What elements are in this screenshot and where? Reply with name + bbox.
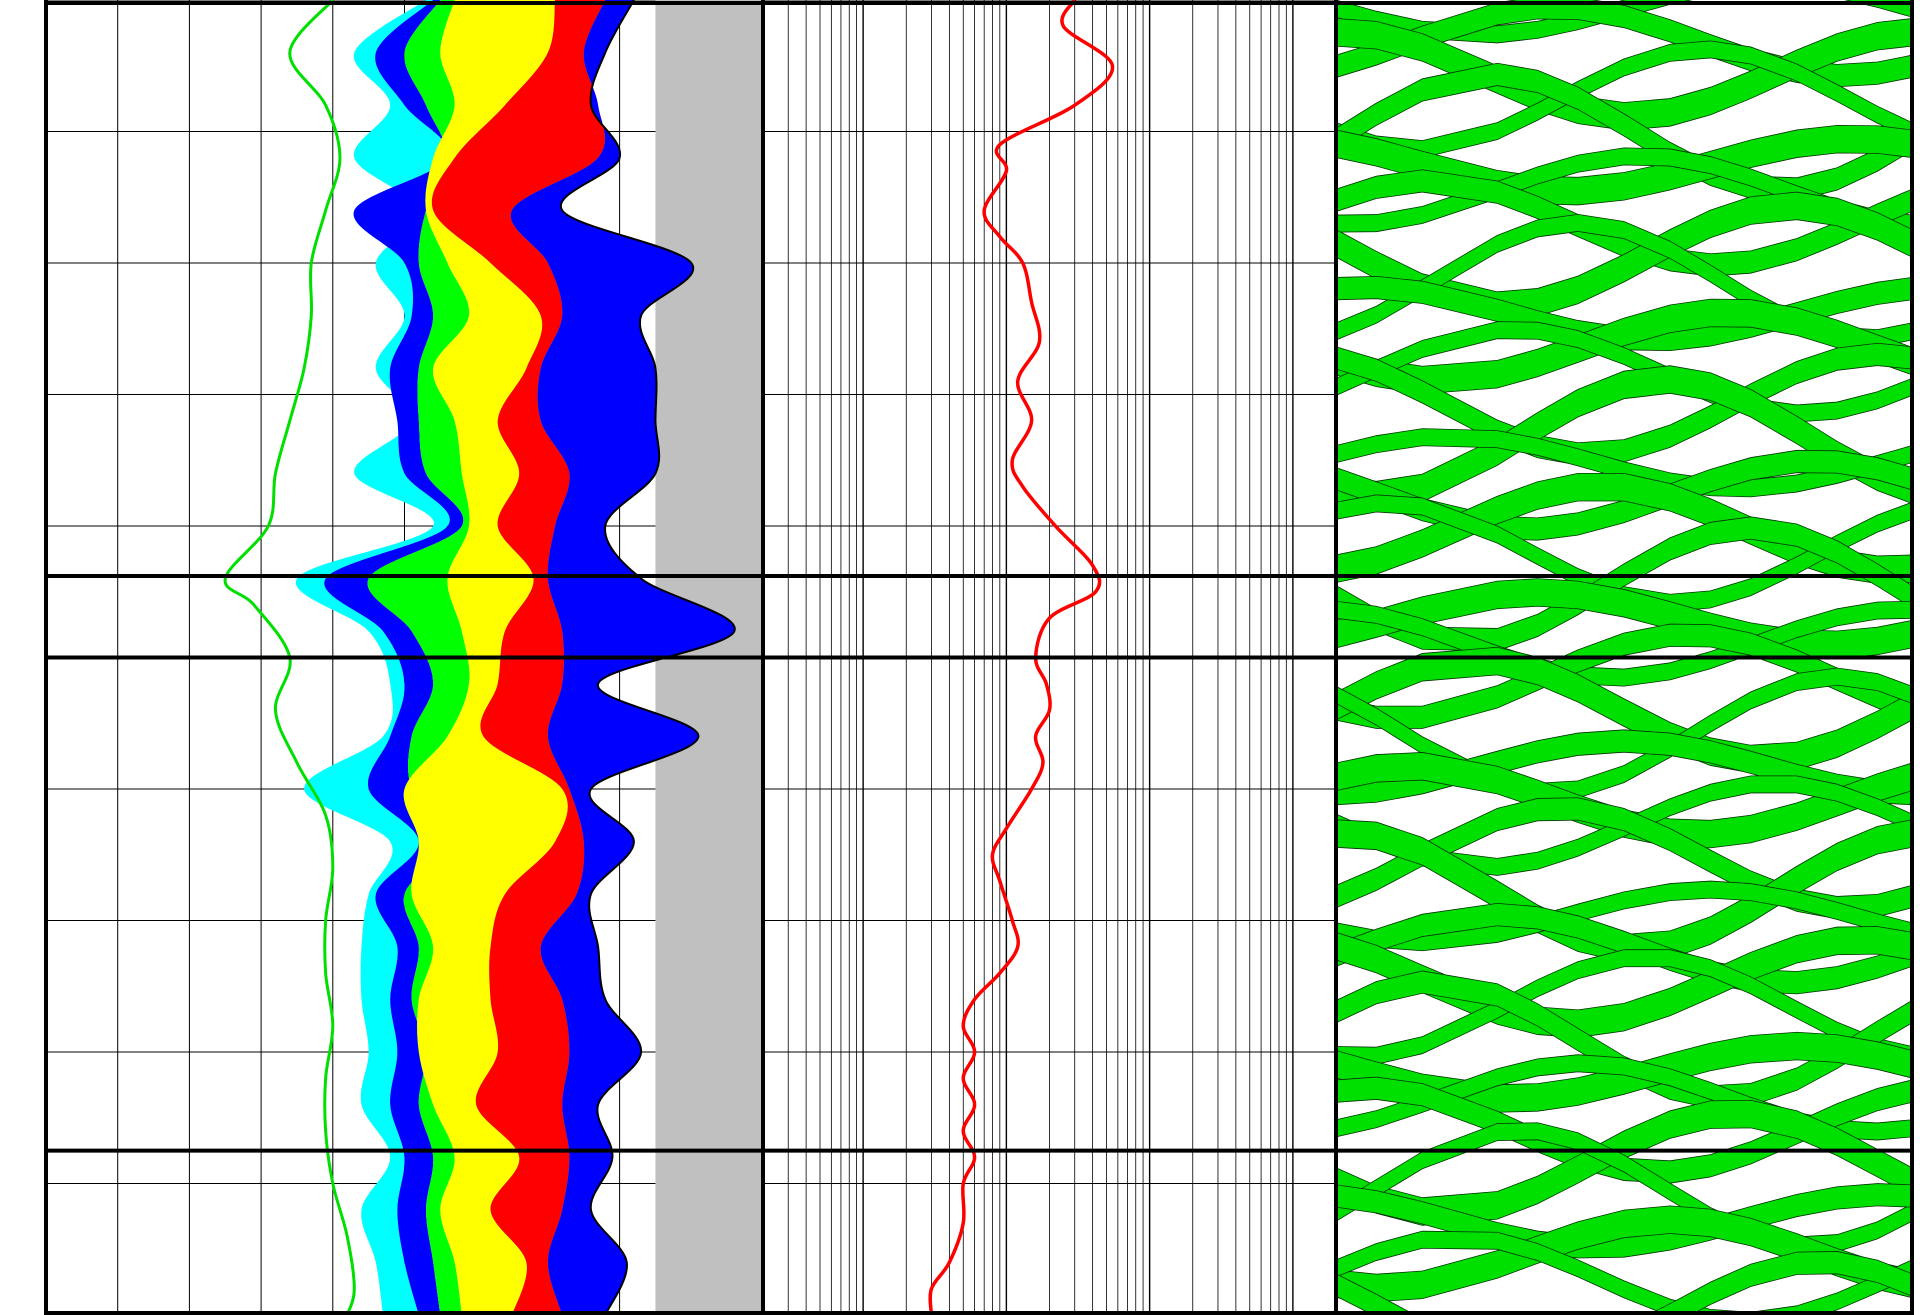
resistivity-curve xyxy=(928,0,1115,1315)
curves xyxy=(223,0,1115,1315)
gamma-ray-curve xyxy=(223,0,356,1315)
band-cyan xyxy=(295,0,450,1315)
track-frames xyxy=(44,0,1914,1315)
band-outline xyxy=(559,0,736,1315)
band-green xyxy=(367,0,470,1315)
image-fills xyxy=(1335,0,1913,1315)
band-blue xyxy=(324,0,464,1315)
